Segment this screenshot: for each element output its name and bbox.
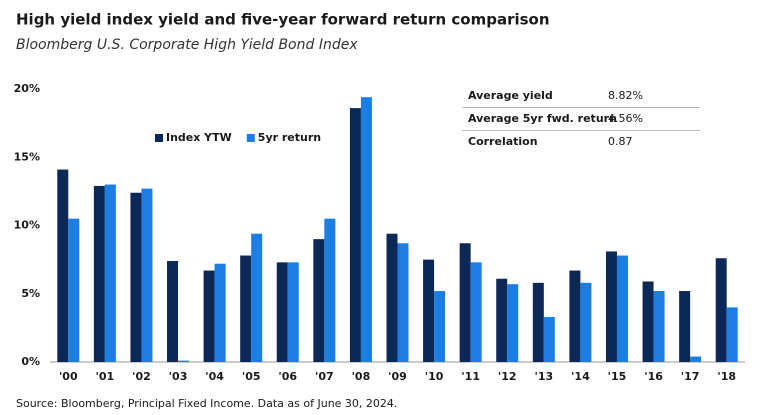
table-label: Correlation — [468, 135, 538, 148]
x-tick-label: '10 — [425, 370, 444, 383]
bar — [397, 243, 409, 362]
bar — [726, 307, 738, 362]
x-tick-label: '14 — [571, 370, 590, 383]
y-tick-label: 20% — [14, 82, 40, 95]
bar — [690, 356, 702, 362]
x-tick-label: '05 — [242, 370, 261, 383]
bar — [679, 291, 691, 362]
bar — [240, 255, 252, 362]
table-value: 4.56% — [608, 112, 643, 125]
x-tick-label: '18 — [717, 370, 736, 383]
table-label: Average 5yr fwd. return — [468, 112, 617, 125]
bar — [178, 360, 190, 362]
legend-label: 5yr return — [258, 131, 321, 144]
x-tick-label: '01 — [96, 370, 115, 383]
chart-title: High yield index yield and five-year for… — [16, 11, 550, 29]
x-tick-label: '00 — [59, 370, 78, 383]
x-tick-label: '06 — [278, 370, 297, 383]
bar — [287, 262, 299, 362]
y-tick-label: 15% — [14, 150, 40, 163]
bar — [434, 291, 446, 362]
x-tick-label: '08 — [352, 370, 371, 383]
bar — [642, 281, 654, 362]
x-tick-label: '15 — [608, 370, 627, 383]
bar — [130, 192, 142, 362]
bar — [93, 185, 105, 362]
x-tick-label: '07 — [315, 370, 334, 383]
x-tick-label: '12 — [498, 370, 517, 383]
bar — [68, 218, 80, 362]
legend-swatch — [155, 134, 163, 142]
chart-subtitle: Bloomberg U.S. Corporate High Yield Bond… — [16, 37, 358, 53]
legend-swatch — [246, 134, 255, 142]
bar — [276, 262, 288, 362]
bar — [459, 243, 471, 362]
y-tick-label: 0% — [21, 355, 40, 368]
bar — [214, 263, 226, 362]
x-tick-label: '09 — [388, 370, 407, 383]
bar — [349, 108, 361, 362]
y-tick-label: 5% — [21, 287, 40, 300]
x-tick-label: '17 — [681, 370, 700, 383]
bar — [141, 188, 153, 362]
bar — [251, 233, 263, 362]
source-note: Source: Bloomberg, Principal Fixed Incom… — [16, 397, 397, 410]
x-tick-label: '16 — [644, 370, 663, 383]
bar — [386, 233, 398, 362]
bar — [104, 184, 116, 362]
bar — [313, 239, 325, 362]
x-tick-label: '03 — [169, 370, 188, 383]
table-value: 8.82% — [608, 89, 643, 102]
bar — [423, 259, 435, 362]
legend-label: Index YTW — [166, 131, 232, 144]
bar — [616, 255, 628, 362]
x-tick-label: '11 — [461, 370, 480, 383]
bar — [496, 278, 508, 362]
bar — [653, 291, 665, 362]
bar — [715, 258, 727, 362]
bar — [507, 284, 519, 362]
x-tick-label: '04 — [205, 370, 224, 383]
bar — [360, 97, 372, 362]
bar — [580, 282, 592, 362]
x-tick-label: '02 — [132, 370, 151, 383]
bar — [543, 316, 555, 362]
bar — [470, 262, 482, 362]
table-value: 0.87 — [608, 135, 633, 148]
bar — [532, 282, 544, 362]
bar — [167, 260, 179, 362]
bar — [324, 218, 336, 362]
bar — [57, 169, 69, 362]
table-label: Average yield — [468, 89, 553, 102]
x-tick-label: '13 — [534, 370, 553, 383]
bar — [203, 270, 215, 362]
bar — [569, 270, 581, 362]
y-tick-label: 10% — [14, 219, 40, 232]
bar — [605, 251, 617, 362]
